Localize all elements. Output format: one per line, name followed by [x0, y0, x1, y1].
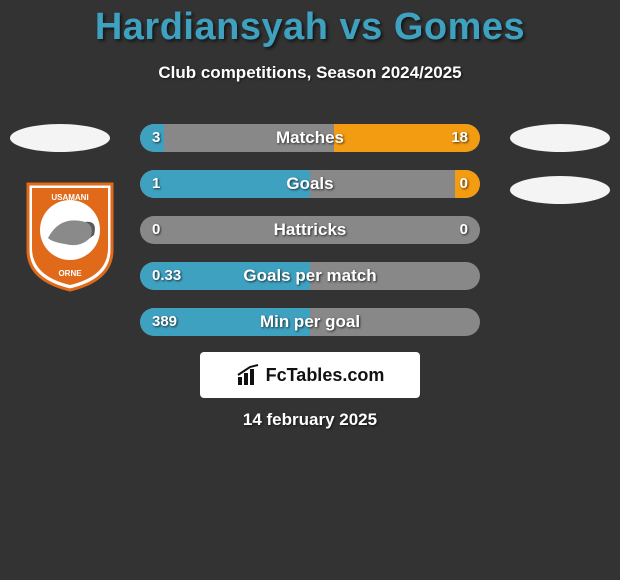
stat-label: Min per goal	[140, 308, 480, 336]
club-left-logo: USAMANI ORNE	[20, 180, 120, 292]
watermark-text: FcTables.com	[266, 365, 385, 386]
player-left-avatar	[10, 124, 110, 152]
stat-value-left: 0.33	[152, 262, 181, 290]
date-label: 14 february 2025	[0, 410, 620, 430]
stat-value-left: 389	[152, 308, 177, 336]
stat-label: Matches	[140, 124, 480, 152]
player-right-avatar	[510, 124, 610, 152]
stat-value-right: 0	[460, 170, 468, 198]
stat-label: Hattricks	[140, 216, 480, 244]
club-right-logo	[510, 176, 610, 204]
stat-value-right: 0	[460, 216, 468, 244]
stat-value-left: 0	[152, 216, 160, 244]
stat-row: Min per goal389	[140, 308, 480, 336]
svg-text:ORNE: ORNE	[58, 269, 82, 278]
page-title: Hardiansyah vs Gomes	[0, 0, 620, 49]
subtitle: Club competitions, Season 2024/2025	[0, 63, 620, 83]
watermark: FcTables.com	[200, 352, 420, 398]
stat-value-left: 3	[152, 124, 160, 152]
stat-row: Hattricks0 0	[140, 216, 480, 244]
stat-row: Matches3 18	[140, 124, 480, 152]
stat-value-left: 1	[152, 170, 160, 198]
stat-label: Goals	[140, 170, 480, 198]
stat-row: Goals per match0.33	[140, 262, 480, 290]
stat-label: Goals per match	[140, 262, 480, 290]
stat-row: Goals1 0	[140, 170, 480, 198]
stat-value-right: 18	[451, 124, 468, 152]
svg-text:USAMANI: USAMANI	[51, 193, 88, 202]
chart-icon	[236, 363, 260, 387]
comparison-bars: Matches318Goals10Hattricks00Goals per ma…	[140, 124, 480, 354]
